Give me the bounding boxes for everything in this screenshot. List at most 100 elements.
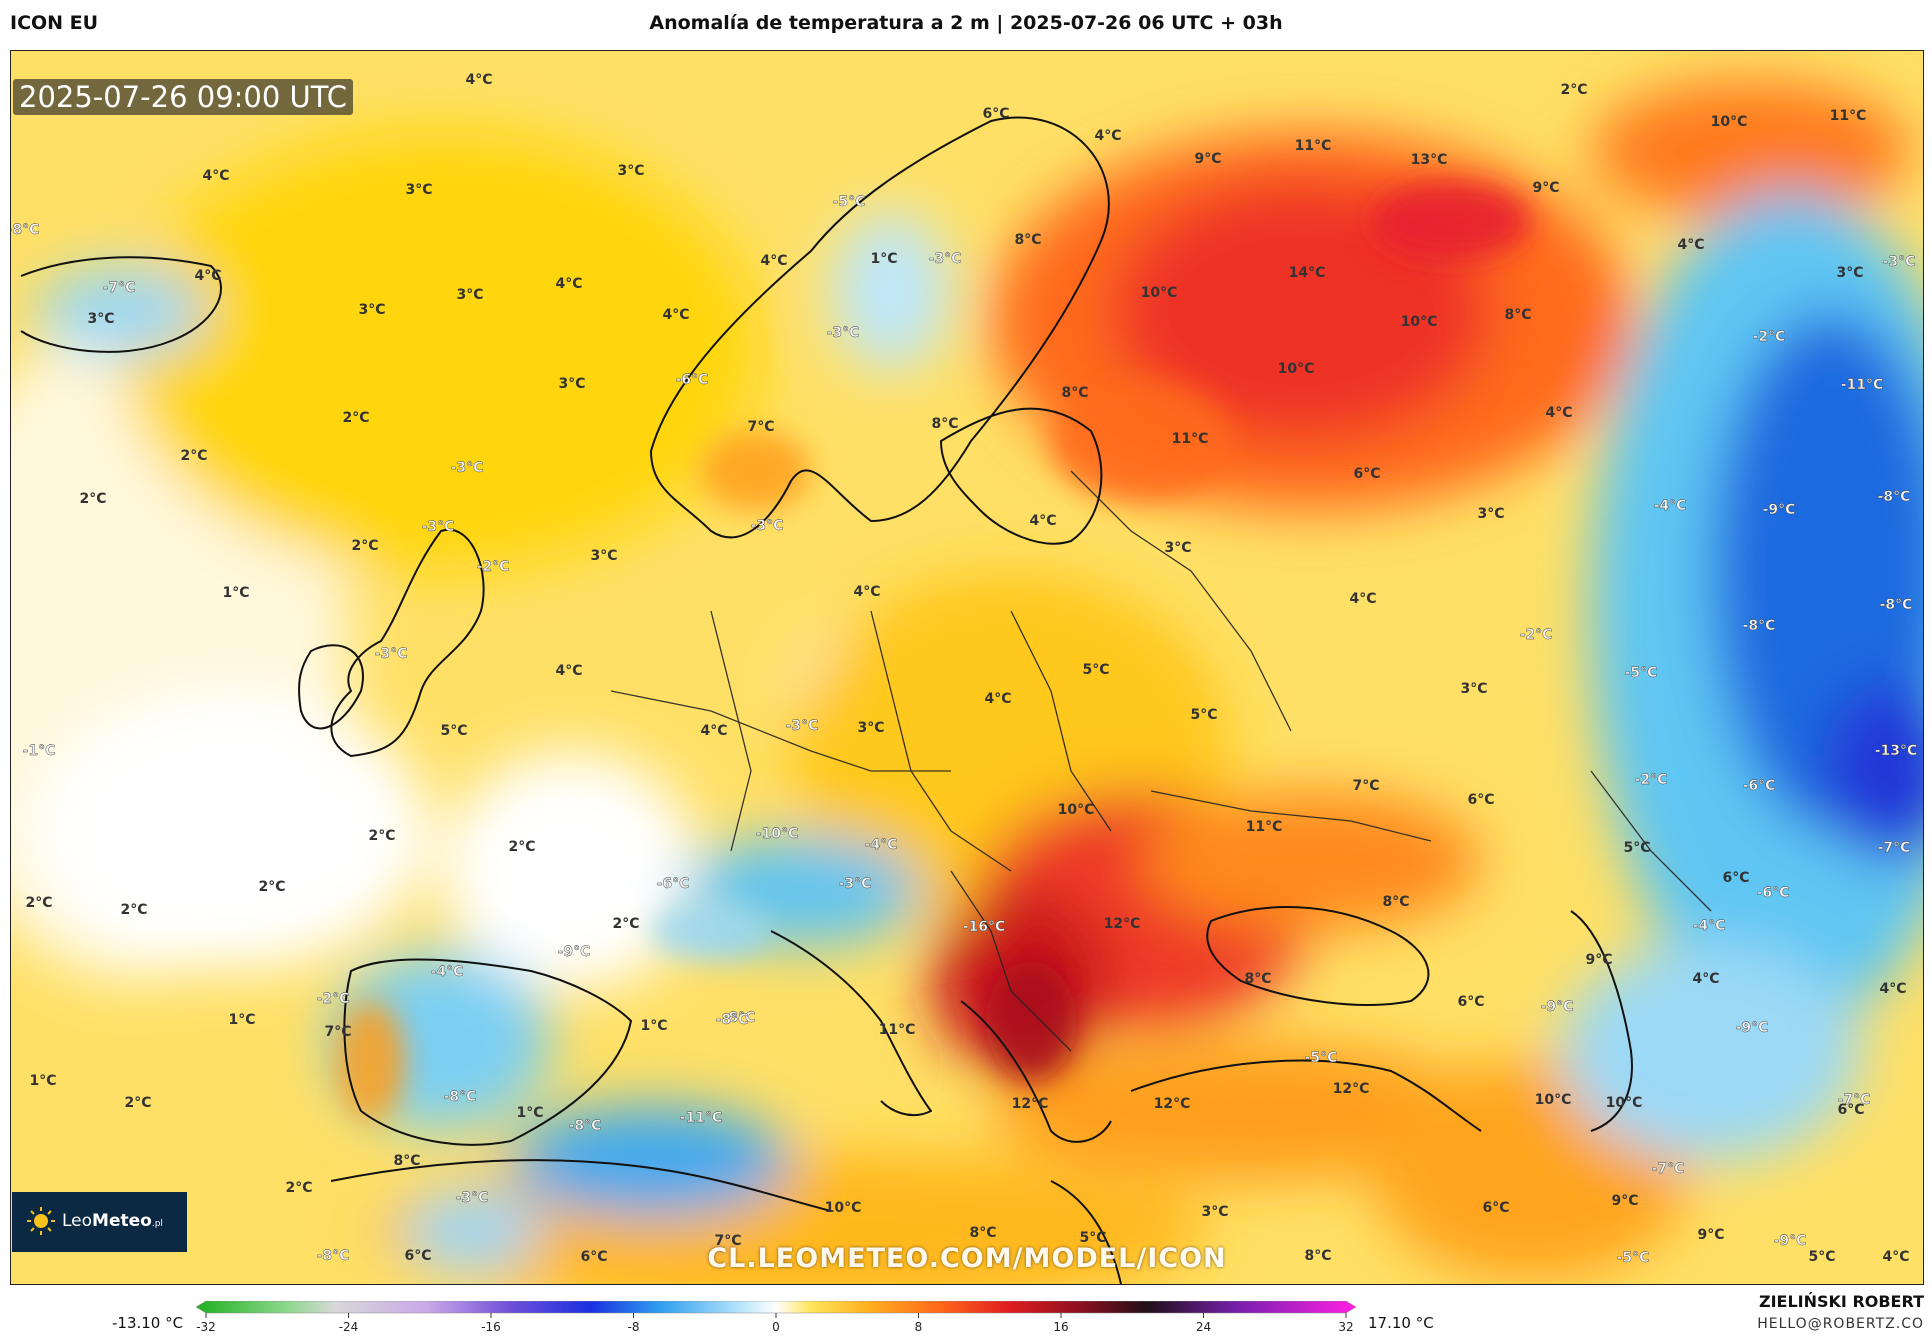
temperature-label: -13°C — [1875, 743, 1918, 759]
temperature-label: -4°C — [1654, 498, 1687, 514]
temperature-label: -4°C — [865, 837, 898, 853]
temperature-label: 2°C — [612, 916, 639, 932]
temperature-label: 11°C — [1246, 819, 1283, 835]
temperature-label: -5°C — [1305, 1050, 1338, 1066]
temperature-label: -5°C — [1625, 665, 1658, 681]
temperature-label: -3°C — [827, 325, 860, 341]
temperature-label: 1°C — [29, 1073, 56, 1089]
temperature-label: -8°C — [1743, 618, 1776, 634]
temperature-label: -2°C — [317, 991, 350, 1007]
sun-icon — [27, 1207, 55, 1235]
map-panel[interactable]: 4°C 2°C 6°C 4°C 11°C 13°C 10°C 11°C 9°C 9°C 4°C 3°C… — [10, 50, 1924, 1285]
temperature-label: 4°C — [1094, 128, 1121, 144]
temperature-label: 8°C — [931, 416, 958, 432]
temperature-label: -11°C — [680, 1110, 723, 1126]
temperature-label: 5°C — [1190, 707, 1217, 723]
temperature-label: -6°C — [676, 372, 709, 388]
colorbar-max-label: 17.10 °C — [1368, 1314, 1434, 1332]
colorbar-tick-label: 24 — [1196, 1320, 1211, 1334]
temperature-label: -2°C — [1635, 772, 1668, 788]
temperature-label: 3°C — [358, 302, 385, 318]
temperature-label: 3°C — [456, 287, 483, 303]
temperature-label: 7°C — [1352, 778, 1379, 794]
colorbar-tick-label: 32 — [1338, 1320, 1353, 1334]
temperature-label: 4°C — [465, 72, 492, 88]
temperature-label: -2°C — [1753, 329, 1786, 345]
temperature-label: 2°C — [258, 879, 285, 895]
temperature-label: -7°C — [1838, 1092, 1871, 1108]
temperature-label: 4°C — [1882, 1249, 1909, 1265]
temperature-label: -10°C — [756, 826, 799, 842]
temperature-label: 1°C — [640, 1018, 667, 1034]
temperature-label: 6°C — [1457, 994, 1484, 1010]
temperature-label: -6°C — [1757, 885, 1790, 901]
temperature-label: 4°C — [1879, 981, 1906, 997]
temperature-label: 8°C — [1382, 894, 1409, 910]
temperature-label: 12°C — [1333, 1081, 1370, 1097]
temperature-label: 1°C — [870, 251, 897, 267]
author-email[interactable]: HELLO@ROBERTZ.CO — [1757, 1316, 1924, 1332]
brand-name: LeoMeteo.pl — [62, 1211, 163, 1231]
temperature-label: 12°C — [1154, 1096, 1191, 1112]
temperature-label: -3°C — [929, 251, 962, 267]
temperature-label: 10°C — [1058, 802, 1095, 818]
colorbar-tick-label: 16 — [1053, 1320, 1068, 1334]
temperature-label: 4°C — [760, 253, 787, 269]
temperature-label: 3°C — [617, 163, 644, 179]
temperature-label: -3°C — [451, 460, 484, 476]
temperature-label: 4°C — [662, 307, 689, 323]
temperature-label: 4°C — [853, 584, 880, 600]
temperature-label: 10°C — [1278, 361, 1315, 377]
temperature-label: -9°C — [1774, 1233, 1807, 1249]
brand-logo[interactable]: LeoMeteo.pl — [12, 1192, 187, 1252]
temperature-label: 2°C — [508, 839, 535, 855]
temperature-label: -1°C — [23, 743, 56, 759]
temperature-label: 2°C — [285, 1180, 312, 1196]
temperature-label: 11°C — [1172, 431, 1209, 447]
temperature-label: 4°C — [1029, 513, 1056, 529]
temperature-label: 5°C — [1623, 840, 1650, 856]
temperature-label: -8°C — [11, 222, 39, 238]
temperature-label: 2°C — [351, 538, 378, 554]
temperature-label: 2°C — [124, 1095, 151, 1111]
temperature-label: -3°C — [839, 876, 872, 892]
temperature-label: -3°C — [375, 646, 408, 662]
temperature-label: 4°C — [555, 276, 582, 292]
temperature-label: -3°C — [456, 1190, 489, 1206]
temperature-label: -7°C — [1878, 840, 1911, 856]
temperature-label: -6°C — [657, 876, 690, 892]
temperature-label: 3°C — [1477, 506, 1504, 522]
temperature-label: 9°C — [1585, 952, 1612, 968]
temperature-label: 6°C — [580, 1249, 607, 1265]
temperature-label: 4°C — [1349, 591, 1376, 607]
temperature-label: 4°C — [555, 663, 582, 679]
temperature-label: 3°C — [87, 311, 114, 327]
temperature-label: 10°C — [1711, 114, 1748, 130]
temperature-label: 8°C — [1061, 385, 1088, 401]
temperature-label: 1°C — [228, 1012, 255, 1028]
temperature-label: -9°C — [1763, 502, 1796, 518]
temperature-label: -8°C — [317, 1248, 350, 1264]
temperature-label: -8°C — [1880, 597, 1913, 613]
temperature-label: -4°C — [1693, 918, 1726, 934]
temperature-label: 14°C — [1289, 265, 1326, 281]
temperature-label: 3°C — [1201, 1204, 1228, 1220]
temperature-label: -2°C — [1520, 627, 1553, 643]
temperature-label: 10°C — [1535, 1092, 1572, 1108]
temperature-label: 3°C — [405, 182, 432, 198]
colorbar-ticks: -32 -24 -16 -8 0 8 16 24 32 — [196, 1313, 1354, 1334]
temperature-label: 2°C — [368, 828, 395, 844]
temperature-label: 10°C — [1401, 314, 1438, 330]
temperature-label: -5°C — [1617, 1250, 1650, 1266]
temperature-label: -8°C — [444, 1089, 477, 1105]
temperature-label: 3°C — [857, 720, 884, 736]
temperature-label: 2°C — [342, 410, 369, 426]
temperature-label: 9°C — [1697, 1227, 1724, 1243]
temperature-label: 6°C — [404, 1248, 431, 1264]
colorbar-min-label: -13.10 °C — [112, 1314, 184, 1332]
temperature-label: -8°C — [569, 1118, 602, 1134]
temperature-label: -8°C — [1878, 489, 1911, 505]
temperature-label: 6°C — [982, 106, 1009, 122]
watermark: CL.LEOMETEO.COM/MODEL/ICON — [707, 1243, 1227, 1274]
borders — [610, 470, 1712, 1052]
